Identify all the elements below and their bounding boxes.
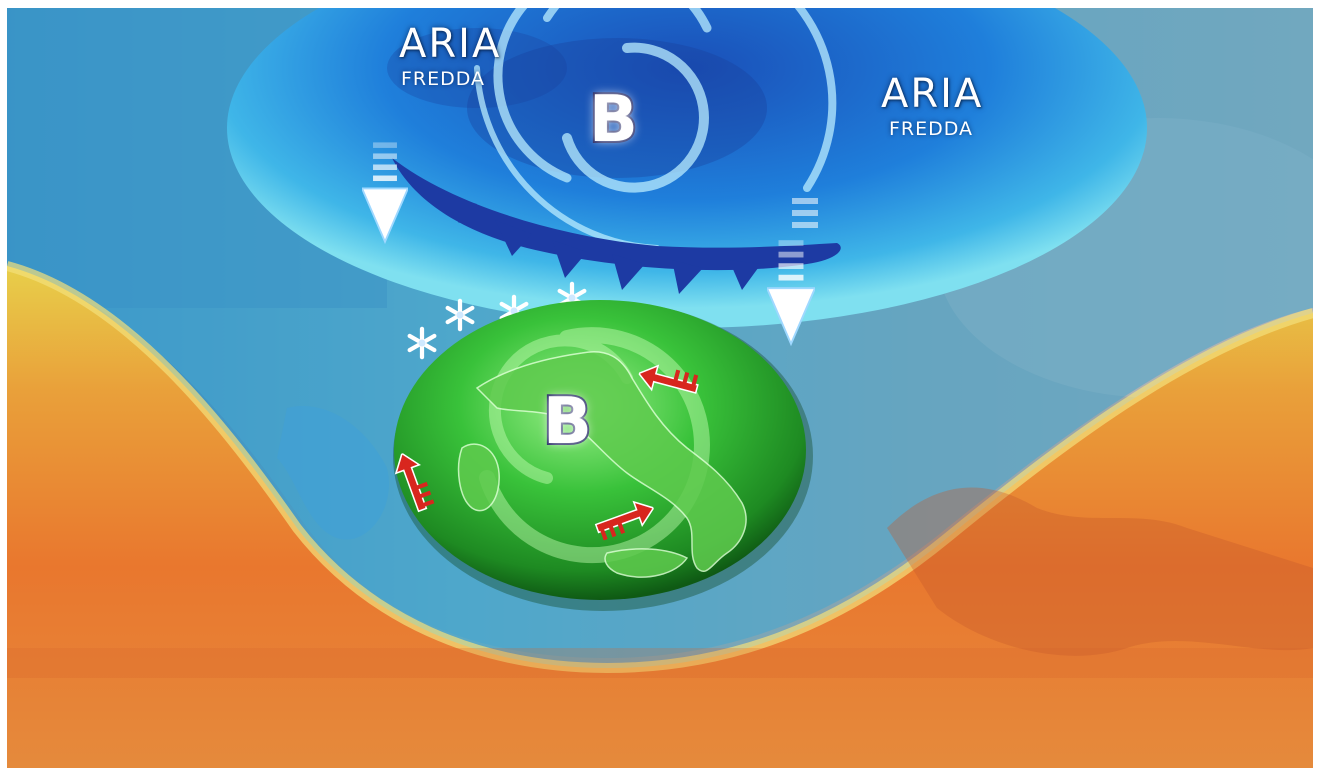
sardinia-silhouette <box>457 443 500 512</box>
warm-air-mass <box>7 266 1313 768</box>
cold-front-icon <box>392 158 841 294</box>
map-graphic <box>7 8 1313 768</box>
cold-air-label-subtitle: FREDDA <box>401 68 486 90</box>
cold-air-label-title: ARIA <box>881 71 984 117</box>
cold-air-label-title: ARIA <box>399 21 502 67</box>
low-pressure-symbol-north: B <box>587 83 640 157</box>
low-pressure-symbol-italy: B <box>541 385 594 459</box>
sicily-silhouette <box>604 548 689 578</box>
cold-air-label-subtitle: FREDDA <box>889 118 974 140</box>
weather-map: ARIA FREDDA ARIA FREDDA B B <box>7 8 1313 768</box>
italy-silhouette <box>475 351 747 573</box>
land-east <box>887 487 1313 656</box>
cold-air-arrow-icon <box>792 198 818 228</box>
land-west <box>277 406 389 540</box>
